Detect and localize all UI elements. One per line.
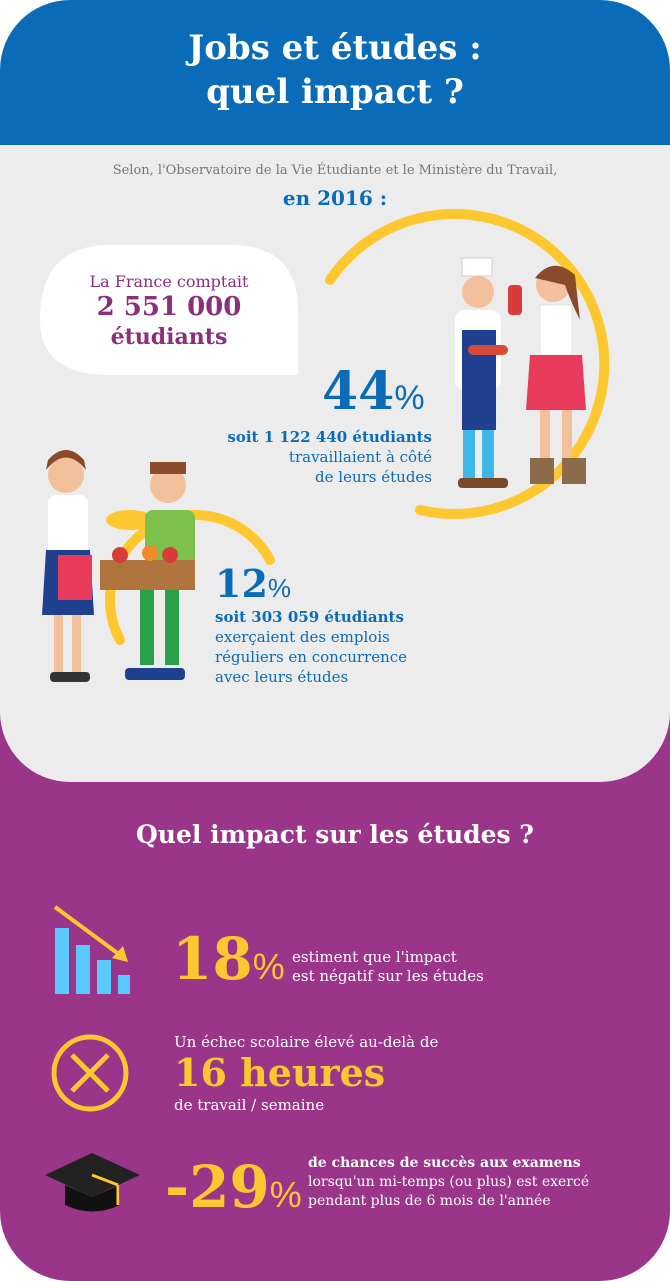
stat-line: soit 303 059 étudiants [215,608,404,626]
cook-girl-figure [508,265,586,484]
impact-unit: % [269,1174,302,1215]
impact-unit: % [252,946,285,987]
grocer-figure [100,462,195,680]
stats-panel [0,100,670,782]
declining-bars-icon [53,905,130,994]
cook-figure [455,257,508,488]
stat-line: travaillaient à côté [288,448,432,466]
title-line: Jobs et études : [188,28,482,68]
impact-value: 18 [172,925,253,993]
impact-value: 16 heures [174,1050,386,1095]
stat-unit: % [394,379,425,417]
impact-line: de travail / semaine [174,1096,325,1114]
impact-line: lorsqu'un mi-temps (ou plus) est exercé [308,1174,590,1190]
impact-line: de chances de succès aux examens [308,1155,581,1171]
fail-icon [51,1034,129,1112]
impact-value: -29 [165,1153,270,1221]
stat-value: 12 [215,561,268,606]
impact-line: Un échec scolaire élevé au-delà de [174,1033,439,1051]
stat-line: exerçaient des emplois [215,628,390,646]
year: en 2016 : [282,186,388,210]
bubble-number: 2 551 000 [96,292,242,322]
header [0,0,670,145]
graduation-cap-icon [45,1153,140,1212]
stat-value: 44 [322,361,395,422]
stat-line: avec leurs études [215,668,349,686]
title-line: quel impact ? [206,72,464,112]
bubble-lead: La France comptait [89,272,249,291]
bubble-unit: étudiants [110,324,228,350]
stat-unit: % [267,573,292,603]
stat-line: réguliers en concurrence [215,648,408,666]
ring [325,209,610,519]
impact-line: estiment que l'impact [292,948,457,966]
waitress-figure [42,450,154,682]
impact-title: Quel impact sur les études ? [136,820,534,849]
impact-line: est négatif sur les études [292,967,484,985]
source: Selon, l'Observatoire de la Vie Étudiant… [112,163,558,178]
impact-line: pendant plus de 6 mois de l'année [308,1193,551,1209]
stat-line: soit 1 122 440 étudiants [227,428,432,446]
speech-bubble [40,245,298,375]
stat-line: de leurs études [315,468,432,486]
